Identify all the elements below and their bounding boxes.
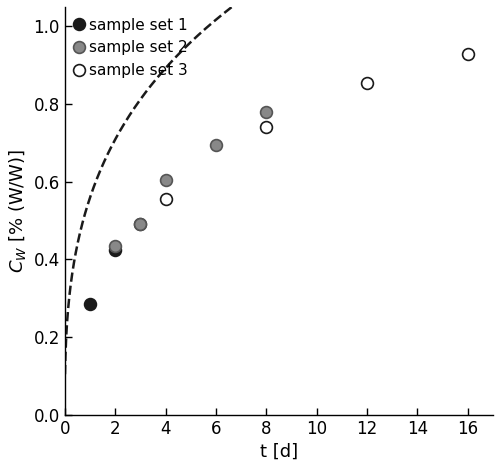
Line: sample set 1: sample set 1 [84, 219, 146, 310]
sample set 1 [87, 301, 93, 307]
Y-axis label: $C_W$ [% (W/W)]: $C_W$ [% (W/W)] [7, 149, 28, 273]
sample set 2 [162, 177, 168, 183]
sample set 2 [112, 243, 118, 249]
X-axis label: t [d]: t [d] [260, 443, 298, 461]
sample set 3 [264, 124, 270, 130]
sample set 2 [264, 109, 270, 115]
sample set 3 [465, 51, 471, 56]
sample set 1 [138, 221, 143, 227]
sample set 3 [364, 80, 370, 86]
sample set 2 [213, 142, 219, 147]
sample set 1 [112, 247, 118, 252]
sample set 3 [162, 197, 168, 202]
Line: sample set 2: sample set 2 [109, 106, 272, 252]
Legend: sample set 1, sample set 2, sample set 3: sample set 1, sample set 2, sample set 3 [70, 12, 194, 84]
sample set 2 [138, 221, 143, 227]
Line: sample set 3: sample set 3 [160, 48, 474, 205]
